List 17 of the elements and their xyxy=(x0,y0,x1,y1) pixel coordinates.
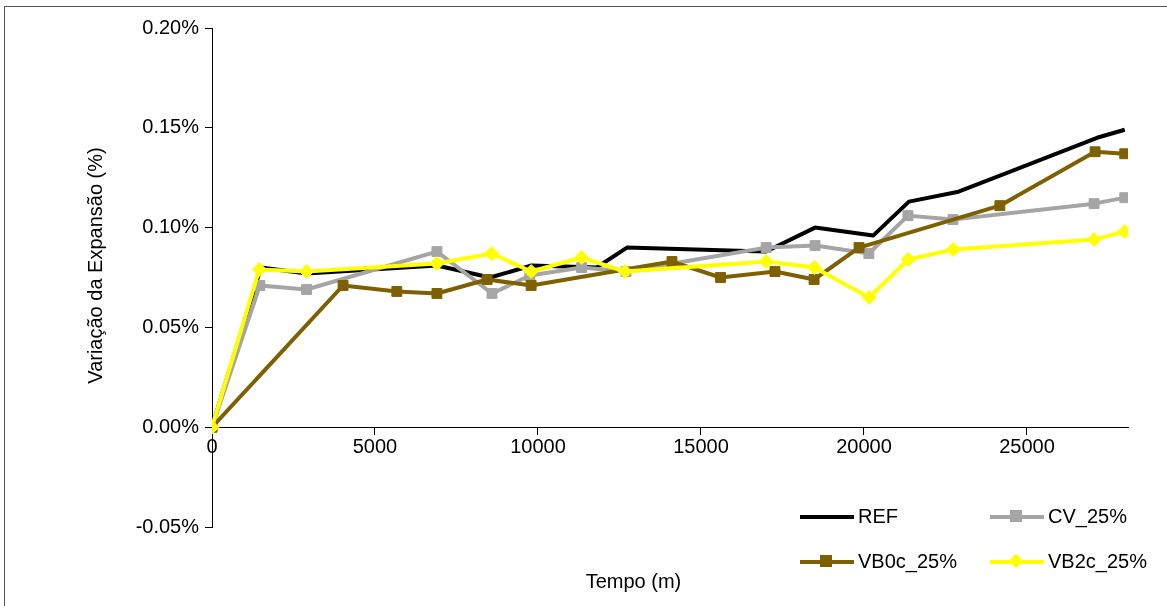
y-tick-label: 0.10% xyxy=(142,215,200,238)
legend-label: REF xyxy=(858,505,898,528)
y-tick-label: 0.20% xyxy=(142,15,200,38)
legend-label: CV_25% xyxy=(1048,505,1127,528)
x-tick-label: 20000 xyxy=(836,434,892,457)
y-tick-label: 0.00% xyxy=(142,414,200,437)
y-tick-label: 0.15% xyxy=(142,115,200,138)
x-tick-label: 5000 xyxy=(352,434,398,457)
x-tick-label: 25000 xyxy=(999,434,1055,457)
legend-label: VB0c_25% xyxy=(858,550,957,573)
y-tick-label: 0.05% xyxy=(142,314,200,337)
x-axis-title: Tempo (m) xyxy=(585,570,682,592)
y-tick-label: -0.05% xyxy=(135,514,200,537)
legend-label: VB2c_25% xyxy=(1048,550,1147,573)
x-tick-label: 15000 xyxy=(673,434,729,457)
y-axis-title: Variação da Expansão (%) xyxy=(83,147,106,384)
x-tick-label: 10000 xyxy=(510,434,566,457)
